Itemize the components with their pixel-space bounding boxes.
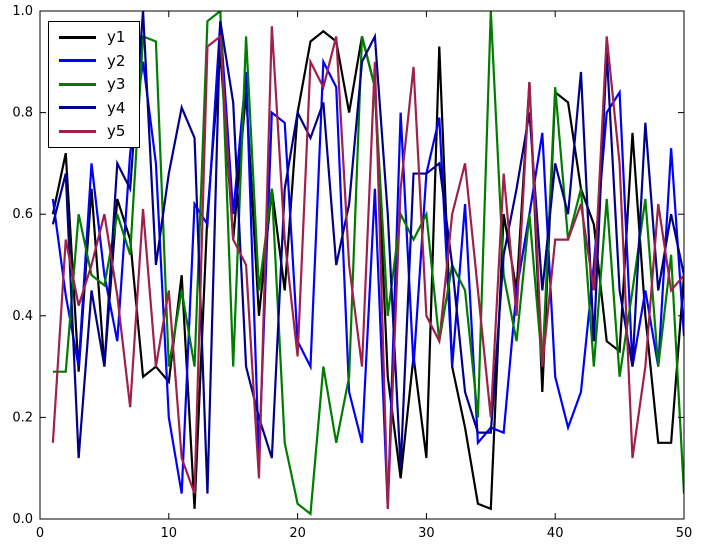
legend-label: y2 xyxy=(107,51,126,70)
y-tick-label: 0.0 xyxy=(12,512,33,527)
series-line-y3 xyxy=(52,11,684,517)
legend-line-sample xyxy=(59,35,96,39)
x-tick-label: 0 xyxy=(36,526,44,541)
y-tick-label: 1.0 xyxy=(12,4,33,19)
legend-item: y5 xyxy=(59,123,125,140)
plot-border xyxy=(39,10,685,520)
legend-line-sample xyxy=(59,129,96,133)
x-tick-label: 50 xyxy=(676,526,693,541)
x-tick-label: 40 xyxy=(547,526,564,541)
legend-item: y1 xyxy=(59,29,125,46)
legend: y1 y2 y3 y4 y5 xyxy=(48,21,141,148)
legend-line-sample xyxy=(59,82,96,86)
series-line-y5 xyxy=(51,26,684,509)
y-tick-label: 0.8 xyxy=(12,106,33,121)
legend-item: y3 xyxy=(59,76,125,93)
legend-item: y4 xyxy=(59,98,126,117)
legend-label: y3 xyxy=(107,75,126,93)
legend-line-sample xyxy=(59,106,96,110)
legend-item: y2 xyxy=(59,51,126,70)
x-tick-label: 30 xyxy=(418,526,435,541)
legend-label: y5 xyxy=(107,122,126,140)
legend-label: y4 xyxy=(107,98,126,117)
x-tick-label: 10 xyxy=(161,526,178,541)
series-line-y4 xyxy=(51,11,684,494)
series-line-y2 xyxy=(51,21,684,509)
y-tick-label: 0.6 xyxy=(12,207,33,222)
x-tick-label: 20 xyxy=(289,526,306,541)
y-tick-label: 0.4 xyxy=(12,309,33,324)
legend-label: y1 xyxy=(107,28,126,46)
y-tick-label: 0.2 xyxy=(12,410,33,425)
legend-line-sample xyxy=(59,59,96,63)
